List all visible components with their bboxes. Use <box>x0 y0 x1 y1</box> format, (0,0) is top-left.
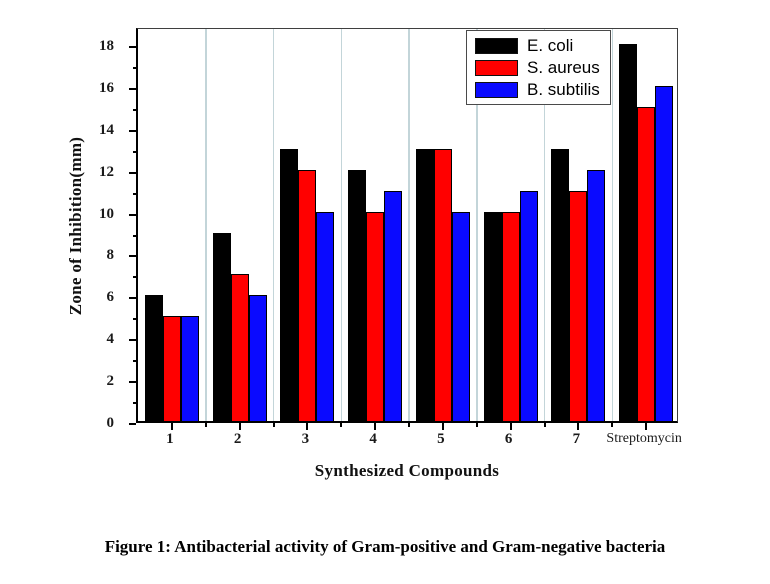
x-tick-label: 4 <box>369 431 377 447</box>
y-major-tick <box>129 129 136 132</box>
bar <box>483 211 502 421</box>
x-tick-label: 3 <box>301 431 310 447</box>
y-tick-label: 2 <box>106 373 115 390</box>
y-major-tick <box>129 87 136 90</box>
category-gridline <box>205 29 207 421</box>
y-tick-label: 18 <box>99 38 114 54</box>
y-minor-tick <box>133 360 137 363</box>
x-axis-title: Synthesized Compounds <box>314 461 500 480</box>
x-minor-tick <box>543 423 546 427</box>
y-tick-label: 4 <box>106 331 115 348</box>
y-major-tick <box>129 46 136 48</box>
y-axis-tick-labels: 0 2 4 6 8 10 12 14 16 18 <box>0 28 128 431</box>
y-major-tick <box>129 297 136 300</box>
y-major-tick <box>129 381 136 384</box>
y-tick-label: 16 <box>99 79 114 96</box>
y-minor-tick <box>133 234 137 237</box>
x-major-tick <box>645 423 648 430</box>
category-gridline <box>408 29 410 421</box>
legend-entry: B. subtilis <box>475 80 600 99</box>
x-tick-label: 2 <box>233 431 242 447</box>
category-gridline <box>543 29 546 421</box>
bar <box>619 44 638 421</box>
legend-swatch <box>475 59 518 76</box>
bar <box>587 169 606 421</box>
x-tick-label: 6 <box>504 431 513 447</box>
x-minor-tick <box>475 423 478 427</box>
x-major-tick <box>238 423 241 430</box>
y-minor-tick <box>133 108 137 111</box>
y-minor-tick <box>133 276 137 279</box>
bar <box>519 190 538 421</box>
y-major-tick <box>129 339 136 342</box>
category-gridline <box>476 29 478 421</box>
y-tick-label: 10 <box>99 205 114 222</box>
x-axis-tick-labels: 1 2 3 4 5 6 7 Streptomycin <box>136 424 682 454</box>
x-minor-tick <box>408 423 410 427</box>
y-tick-label: 14 <box>99 121 114 138</box>
legend-label: E. coli <box>527 36 574 55</box>
y-axis-title: Zone of Inhibition(mm) <box>66 136 85 316</box>
bar <box>162 316 181 421</box>
legend-entry: E. coli <box>475 36 600 55</box>
y-minor-tick <box>133 192 137 195</box>
x-tick-label: 5 <box>437 431 445 447</box>
bar <box>655 85 674 421</box>
legend-swatch <box>475 81 518 98</box>
x-major-tick <box>441 423 444 430</box>
bar <box>415 148 434 421</box>
legend-entry: S. aureus <box>475 58 600 77</box>
x-minor-tick <box>204 423 207 427</box>
y-major-tick <box>129 255 136 258</box>
legend-label: S. aureus <box>527 58 600 77</box>
x-major-tick <box>509 423 512 430</box>
bar <box>180 316 199 421</box>
bar <box>569 190 588 421</box>
y-major-tick <box>129 423 136 425</box>
x-minor-tick <box>272 423 275 427</box>
x-tick-label: Streptomycin <box>606 431 682 446</box>
y-tick-label: 6 <box>106 289 115 306</box>
legend-swatch <box>475 37 518 54</box>
y-minor-tick <box>133 402 137 405</box>
y-tick-label: 0 <box>106 415 115 431</box>
x-tick-label: 7 <box>572 431 581 447</box>
legend-label: B. subtilis <box>527 80 600 99</box>
bar <box>637 106 656 421</box>
bar <box>248 295 267 421</box>
bar <box>144 295 163 421</box>
bar <box>348 169 367 421</box>
bar <box>366 211 385 421</box>
y-major-tick <box>129 213 136 216</box>
x-major-tick <box>577 423 580 430</box>
y-major-tick <box>129 171 136 174</box>
x-major-tick <box>170 423 173 430</box>
y-tick-label: 12 <box>99 163 114 180</box>
bar <box>451 211 470 421</box>
category-gridline <box>272 29 275 421</box>
figure-caption: Figure 1: Antibacterial activity of Gram… <box>104 537 666 556</box>
category-gridline <box>340 29 342 421</box>
bar <box>384 190 403 421</box>
x-minor-tick <box>340 423 343 427</box>
x-tick-label: 1 <box>166 431 174 447</box>
y-minor-tick <box>133 66 137 69</box>
bar <box>433 148 452 421</box>
x-major-tick <box>306 423 309 430</box>
x-minor-tick <box>611 423 614 427</box>
bar <box>551 148 570 421</box>
bar <box>316 211 335 421</box>
y-minor-tick <box>133 318 137 321</box>
x-major-tick <box>374 423 377 430</box>
bar <box>298 169 317 421</box>
bar <box>280 148 299 421</box>
category-gridline <box>611 29 613 421</box>
bar <box>230 274 249 421</box>
y-tick-label: 8 <box>106 247 115 264</box>
legend: E. coli S. aureus B. subtilis <box>466 30 611 105</box>
bar <box>501 211 520 421</box>
y-minor-tick <box>133 150 137 153</box>
bar <box>212 232 231 421</box>
